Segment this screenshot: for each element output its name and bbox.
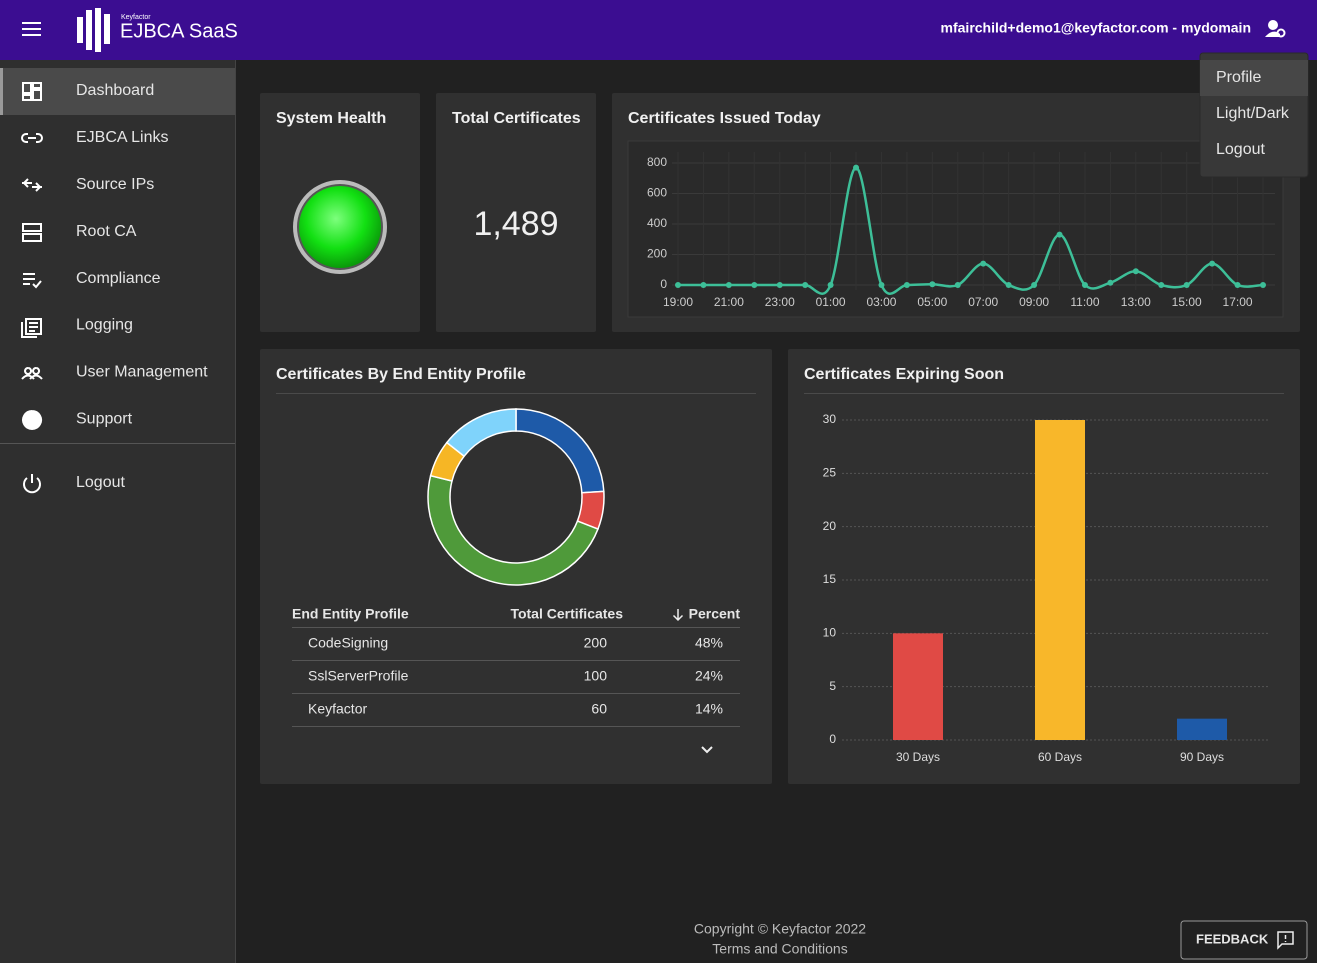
x-tick-label: 21:00 xyxy=(714,295,744,309)
point xyxy=(1235,282,1241,288)
nav-label: Source IPs xyxy=(76,176,154,193)
cell: Keyfactor xyxy=(308,701,367,717)
point xyxy=(980,261,986,267)
user-name: mfairchild+demo1@keyfactor.com - mydomai… xyxy=(941,20,1251,36)
point xyxy=(726,282,732,288)
card-title: System Health xyxy=(276,110,386,127)
y-tick-label: 20 xyxy=(823,519,837,533)
card-title: Total Certificates xyxy=(452,110,581,127)
nav-item[interactable]: Root CA xyxy=(23,223,137,241)
cell: 200 xyxy=(584,635,608,651)
point xyxy=(1006,282,1012,288)
point xyxy=(904,282,910,288)
menu-item[interactable]: Profile xyxy=(1216,69,1261,86)
cell: 24% xyxy=(695,668,723,684)
x-tick-label: 13:00 xyxy=(1121,295,1151,309)
point xyxy=(700,282,706,288)
x-tick-label: 01:00 xyxy=(816,295,846,309)
cell: CodeSigning xyxy=(308,635,388,651)
y-tick-label: 0 xyxy=(829,732,836,746)
point xyxy=(751,282,757,288)
cell: 60 xyxy=(591,701,607,717)
point xyxy=(1133,268,1139,274)
cell: 100 xyxy=(584,668,608,684)
sidebar xyxy=(0,60,235,963)
column-header: Total Certificates xyxy=(510,606,623,622)
y-tick-label: 25 xyxy=(823,466,837,480)
nav-label: EJBCA Links xyxy=(76,129,168,146)
menu-item[interactable]: Logout xyxy=(1216,141,1265,158)
x-tick-label: 23:00 xyxy=(765,295,795,309)
nav-label: Logging xyxy=(76,317,133,334)
point xyxy=(828,282,834,288)
point xyxy=(675,282,681,288)
terms-link[interactable]: Terms and Conditions xyxy=(712,941,847,957)
y-tick-label: 30 xyxy=(823,412,837,426)
nav-label: Dashboard xyxy=(76,82,154,99)
point xyxy=(853,165,859,171)
health-indicator xyxy=(293,180,387,274)
point xyxy=(1260,282,1266,288)
x-tick-label: 03:00 xyxy=(866,295,896,309)
nav-label: Logout xyxy=(76,474,125,491)
bar xyxy=(1035,420,1085,740)
x-tick-label: 15:00 xyxy=(1172,295,1202,309)
menu-item[interactable]: Light/Dark xyxy=(1216,105,1290,122)
x-tick-label: 19:00 xyxy=(663,295,693,309)
line-plot-panel xyxy=(628,141,1283,317)
x-tick-label: 07:00 xyxy=(968,295,998,309)
point xyxy=(1031,282,1037,288)
copyright: Copyright © Keyfactor 2022 xyxy=(694,921,866,937)
nav-label: Compliance xyxy=(76,270,161,287)
y-tick-label: 0 xyxy=(660,277,667,291)
y-tick-label: 10 xyxy=(823,626,837,640)
point xyxy=(777,282,783,288)
card-title: Certificates Expiring Soon xyxy=(804,366,1004,383)
nav-icon xyxy=(23,411,41,429)
point xyxy=(955,282,961,288)
bar xyxy=(893,633,943,740)
point xyxy=(1209,261,1215,267)
point xyxy=(1158,282,1164,288)
point xyxy=(878,282,884,288)
column-header[interactable]: Percent xyxy=(689,606,741,622)
bar xyxy=(1177,719,1227,740)
cell: 48% xyxy=(695,635,723,651)
y-tick-label: 600 xyxy=(647,186,667,200)
active-accent xyxy=(0,68,3,115)
point xyxy=(1082,282,1088,288)
card-title: Certificates By End Entity Profile xyxy=(276,366,526,383)
cell: 14% xyxy=(695,701,723,717)
brand: EJBCA SaaS xyxy=(120,20,238,42)
point xyxy=(1184,282,1190,288)
point xyxy=(1107,280,1113,286)
y-tick-label: 200 xyxy=(647,247,667,261)
x-tick-label: 05:00 xyxy=(917,295,947,309)
y-tick-label: 15 xyxy=(823,572,837,586)
y-tick-label: 800 xyxy=(647,155,667,169)
x-tick-label: 17:00 xyxy=(1223,295,1253,309)
point xyxy=(1057,232,1063,238)
y-tick-label: 5 xyxy=(829,679,836,693)
point xyxy=(929,281,935,287)
y-tick-label: 400 xyxy=(647,216,667,230)
card-title: Certificates Issued Today xyxy=(628,110,821,127)
x-tick-label: 09:00 xyxy=(1019,295,1049,309)
nav-label: User Management xyxy=(76,364,208,381)
nav-item[interactable]: Support xyxy=(23,411,133,429)
total-value: 1,489 xyxy=(473,205,558,243)
x-tick-label: 60 Days xyxy=(1038,750,1082,764)
x-tick-label: 11:00 xyxy=(1070,295,1099,309)
nav-label: Root CA xyxy=(76,223,137,240)
point xyxy=(802,282,808,288)
column-header: End Entity Profile xyxy=(292,606,409,622)
nav-label: Support xyxy=(76,411,133,428)
x-tick-label: 30 Days xyxy=(896,750,940,764)
x-tick-label: 90 Days xyxy=(1180,750,1224,764)
cell: SslServerProfile xyxy=(308,668,409,684)
feedback-label: FEEDBACK xyxy=(1196,931,1269,946)
